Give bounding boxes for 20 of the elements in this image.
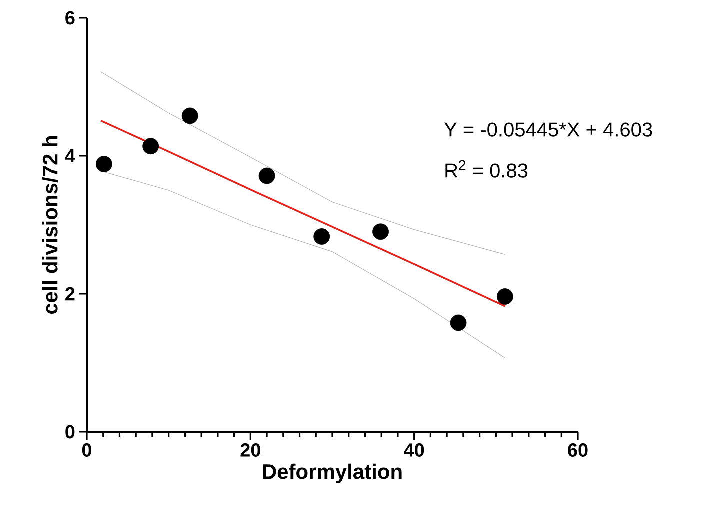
point	[182, 108, 198, 124]
point	[314, 228, 330, 245]
x-tick-label: 40	[404, 444, 424, 457]
y-tick-label: 6	[66, 11, 75, 25]
point	[142, 138, 160, 155]
point	[450, 314, 467, 332]
point	[372, 224, 389, 240]
point	[96, 156, 112, 172]
x-axis-title: Deformylation	[263, 464, 402, 484]
y-tick-label: 2	[66, 287, 75, 301]
x-tick-label: 20	[240, 444, 260, 457]
annotation: R$^{2}$ = 0.83	[446, 160, 528, 178]
point	[496, 288, 514, 305]
x-tick-label: 0	[82, 444, 92, 457]
y-tick-label: 4	[65, 149, 76, 163]
y-axis-title: cell divisions/72 h	[42, 136, 58, 314]
x-tick-label: 60	[568, 444, 588, 457]
point	[258, 168, 276, 184]
y-tick-label: 0	[66, 425, 75, 439]
annotation: Y = -0.05445*X + 4.603	[444, 122, 652, 137]
